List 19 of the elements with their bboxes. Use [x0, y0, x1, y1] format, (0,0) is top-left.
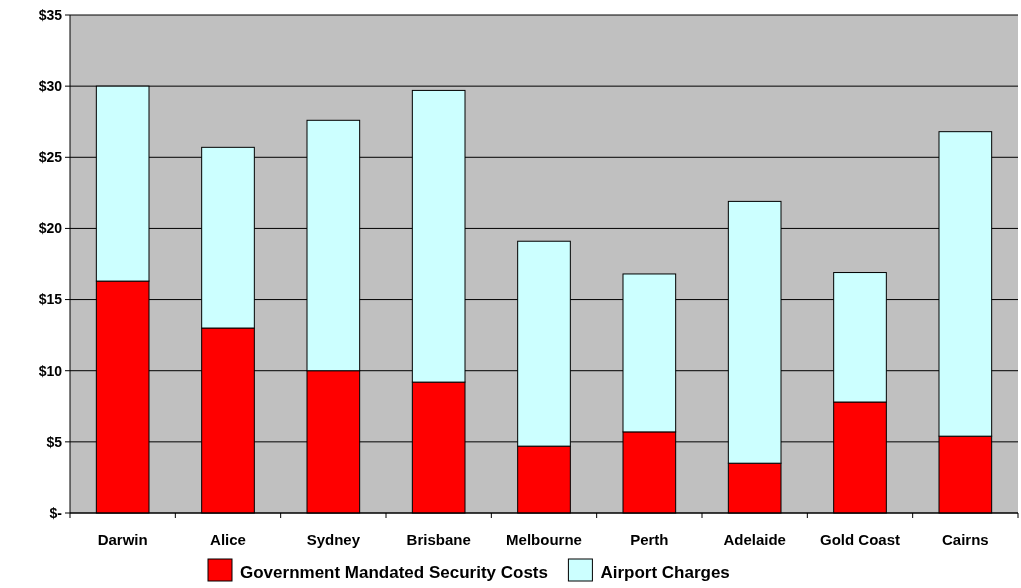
y-tick-label: $15	[38, 291, 63, 308]
x-tick-label: Sydney	[306, 531, 361, 548]
x-tick-label: Adelaide	[723, 531, 786, 548]
y-tick-label: $20	[38, 220, 63, 237]
x-tick-label: Brisbane	[406, 531, 471, 548]
legend-label: Airport Charges	[600, 562, 730, 582]
y-tick-label: $5	[46, 433, 63, 450]
y-tick-label: $30	[38, 78, 63, 95]
y-tick-label: $-	[49, 504, 63, 521]
legend-label: Government Mandated Security Costs	[240, 562, 548, 582]
x-tick-label: Cairns	[941, 531, 989, 548]
x-tick-label: Gold Coast	[819, 531, 901, 548]
y-tick-label: $25	[38, 149, 63, 166]
x-tick-label: Darwin	[97, 531, 148, 548]
y-tick-label: $35	[38, 6, 63, 23]
x-tick-label: Melbourne	[506, 531, 582, 548]
x-tick-label: Alice	[210, 531, 246, 548]
y-tick-label: $10	[38, 362, 63, 379]
x-tick-label: Perth	[630, 531, 669, 548]
